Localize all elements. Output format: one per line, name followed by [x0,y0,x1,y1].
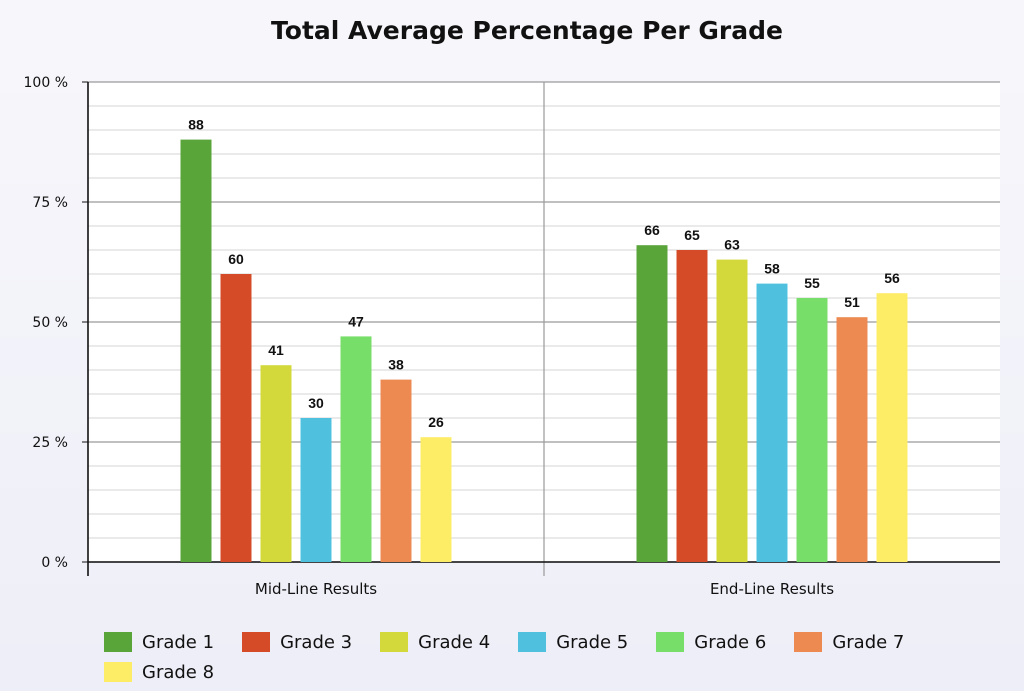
bar [420,437,452,562]
y-tick-label: 0 % [41,555,68,571]
bar [220,274,252,562]
y-tick-label: 75 % [32,195,68,211]
data-label: 51 [844,294,860,310]
data-label: 41 [268,342,284,358]
chart-title: Total Average Percentage Per Grade [271,16,783,45]
y-tick-label: 100 % [24,75,68,91]
x-category-label: Mid-Line Results [255,580,377,598]
legend-label: Grade 7 [832,631,905,653]
legend-item: Grade 4 [380,630,490,654]
y-tick-label: 50 % [32,315,68,331]
legend-label: Grade 5 [556,631,629,653]
data-label: 60 [228,251,244,267]
data-label: 38 [388,357,404,373]
data-label: 55 [804,275,820,291]
bar [756,283,788,562]
legend-swatch [104,632,132,652]
bar [876,293,908,562]
bar [636,245,668,562]
bar [676,250,708,562]
plot-area: 0 % 25 % 50 % 75 % 100 % 88 60 41 30 47 38 26 Mid-Li… [24,75,1000,598]
legend-label: Grade 6 [694,631,767,653]
legend-label: Grade 1 [142,631,215,653]
legend-swatch [104,662,132,682]
y-tick-label: 25 % [32,435,68,451]
data-label: 56 [884,270,900,286]
legend-item: Grade 6 [656,630,766,654]
legend-item: Grade 5 [518,630,628,654]
data-label: 66 [644,222,660,238]
legend-item: Grade 1 [104,630,214,654]
legend-swatch [656,632,685,652]
bar [260,365,292,562]
x-category-label: End-Line Results [710,580,834,598]
data-label: 88 [188,117,204,133]
data-label: 63 [724,237,740,253]
bar [340,336,372,562]
legend-label: Grade 8 [142,661,215,683]
data-label: 30 [308,395,324,411]
bar [300,418,332,562]
legend-swatch [242,632,271,652]
legend-label: Grade 3 [280,631,353,653]
legend-swatch [518,632,547,652]
data-label: 26 [428,414,444,430]
legend-swatch [794,632,823,652]
bar [380,379,412,562]
bar [180,139,212,562]
legend-label: Grade 4 [418,631,491,653]
bar [716,259,748,562]
legend: Grade 1 Grade 3 Grade 4 Grade 5 Grade 6 Grade… [104,630,1004,684]
data-label: 65 [684,227,700,243]
legend-item: Grade 7 [794,630,904,654]
legend-item: Grade 8 [104,660,214,684]
data-label: 58 [764,261,780,277]
bar [836,317,868,562]
bar [796,298,828,562]
legend-item: Grade 3 [242,630,352,654]
legend-swatch [380,632,409,652]
data-label: 47 [348,313,364,329]
